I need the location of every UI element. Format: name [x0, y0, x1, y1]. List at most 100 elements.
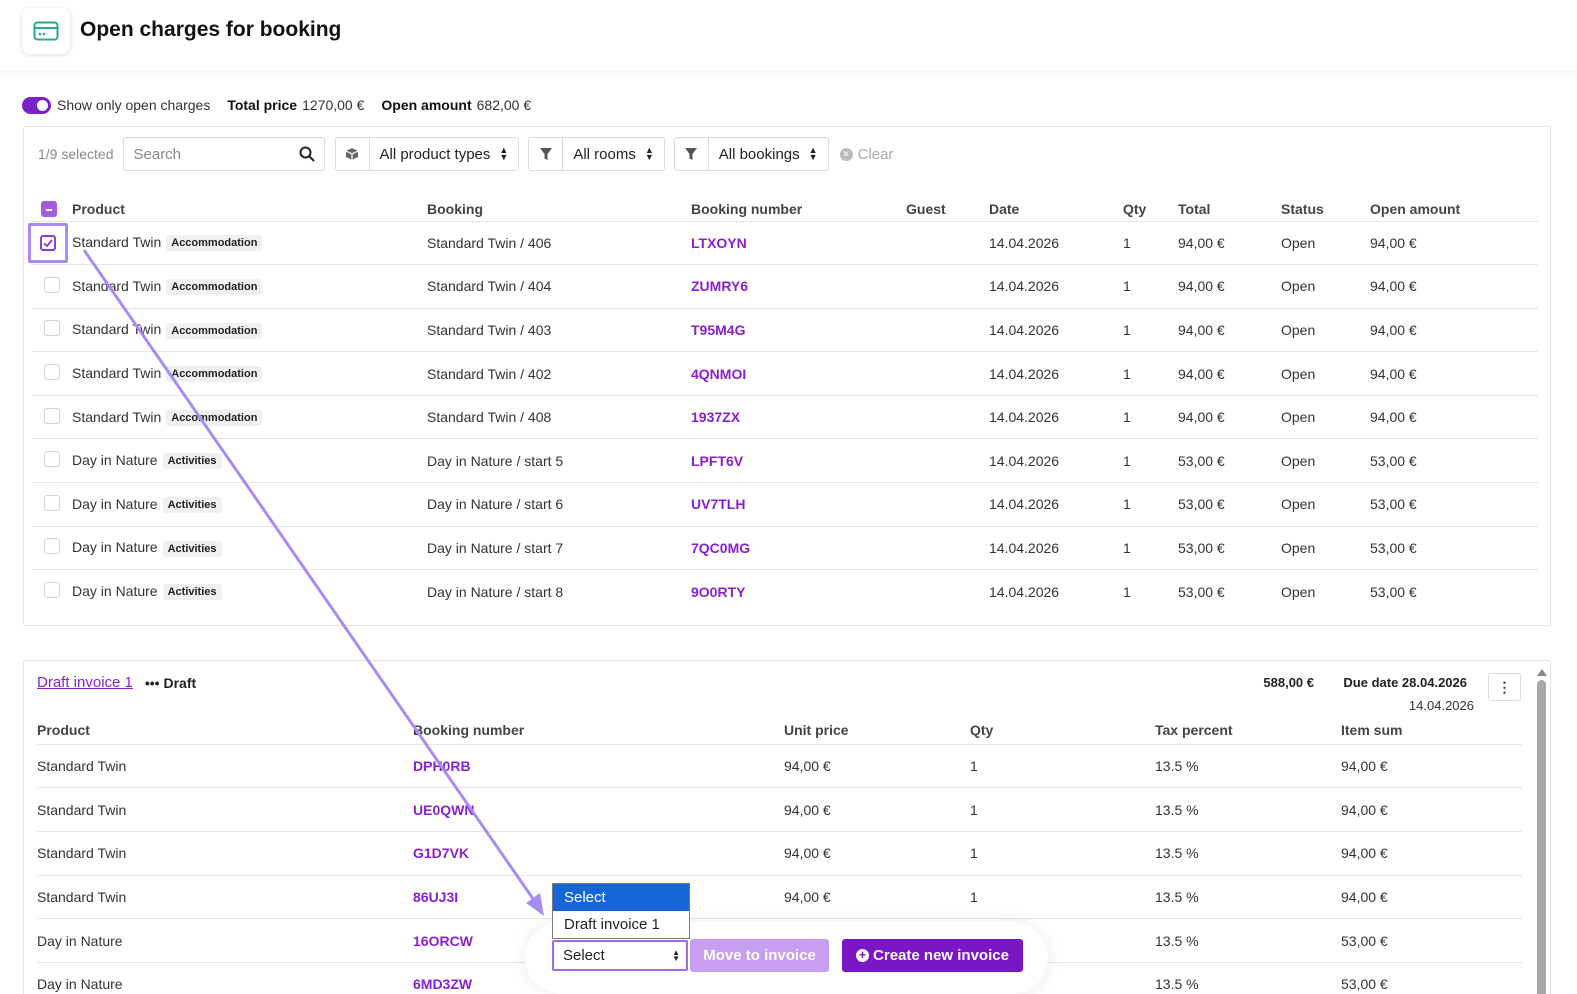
row-checkbox-wrap[interactable]	[41, 276, 63, 293]
item-booking-number-link[interactable]: 6MD3ZW	[413, 976, 473, 993]
col-unit-price: Unit price	[784, 717, 970, 745]
product-type-badge: Accommodation	[166, 366, 263, 383]
create-new-invoice-button[interactable]: + Create new invoice	[842, 939, 1023, 972]
dots-icon: •••	[144, 674, 160, 691]
row-checkbox-wrap[interactable]	[41, 320, 63, 337]
clear-button[interactable]: ✕ Clear	[839, 145, 894, 163]
date: 14.04.2026	[989, 264, 1123, 309]
invoice-link[interactable]: Draft invoice 1	[37, 674, 133, 691]
search-input[interactable]	[123, 138, 284, 170]
booking-number-link[interactable]: ZUMRY6	[691, 278, 749, 295]
col-status[interactable]: Status	[1281, 193, 1370, 222]
item-booking-number-link[interactable]: DPH0RB	[413, 757, 471, 774]
row-checkbox[interactable]	[44, 538, 60, 555]
table-row[interactable]: Standard Twin Accommodation Standard Twin …	[28, 221, 1538, 266]
table-row[interactable]: Standard Twin Accommodation Standard Twin …	[32, 264, 1538, 309]
item-tax: 13.5 %	[1155, 831, 1341, 876]
col-product[interactable]: Product	[72, 193, 427, 222]
bookings-filter[interactable]: All bookings ▲ ▼	[673, 137, 829, 171]
row-checkbox-wrap[interactable]	[28, 222, 68, 263]
box-icon	[336, 138, 370, 170]
open-charges-toggle[interactable]	[22, 96, 51, 114]
row-checkbox-wrap[interactable]	[41, 582, 63, 599]
booking-number-link[interactable]: 9O0RTY	[691, 583, 746, 600]
open-amount: 53,00 €	[1370, 438, 1538, 484]
table-row[interactable]: Day in Nature Activities Day in Nature / s…	[32, 438, 1538, 484]
row-checkbox[interactable]	[44, 364, 60, 381]
qty: 1	[1123, 221, 1178, 266]
invoice-dropdown-list[interactable]: Select Draft invoice 1	[552, 883, 690, 939]
item-tax: 13.5 %	[1155, 787, 1341, 832]
guest	[906, 221, 989, 266]
item-booking-number-link[interactable]: 16ORCW	[413, 932, 473, 949]
col-guest[interactable]: Guest	[906, 193, 989, 222]
booking-number-link[interactable]: LPFT6V	[691, 452, 744, 469]
table-row[interactable]: Day in Nature Activities Day in Nature / s…	[32, 482, 1538, 527]
booking-number-link[interactable]: 1937ZX	[691, 409, 741, 426]
row-checkbox[interactable]	[44, 494, 60, 511]
plus-circle-icon: +	[856, 949, 870, 962]
scrollbar[interactable]	[1537, 669, 1547, 994]
row-checkbox[interactable]	[44, 582, 60, 599]
scroll-thumb[interactable]	[1537, 680, 1546, 994]
booking-number-link[interactable]: LTXOYN	[691, 234, 747, 251]
total-price-label: Total price	[227, 97, 298, 113]
scroll-up-icon[interactable]	[1537, 669, 1547, 676]
item-tax: 13.5 %	[1155, 918, 1341, 963]
item-product: Standard Twin	[37, 831, 413, 876]
row-checkbox-wrap[interactable]	[41, 451, 63, 468]
invoice-item-row: Standard Twin DPH0RB 94,00 €1 13.5 % 94,00 €	[37, 744, 1522, 789]
invoice-date: 14.04.2026	[1408, 698, 1474, 713]
item-unit-price: 94,00 €	[784, 787, 970, 832]
item-booking-number-link[interactable]: 86UJ3I	[413, 888, 459, 905]
select-all-checkbox[interactable]	[41, 200, 57, 217]
row-checkbox[interactable]	[44, 276, 60, 293]
booking-number-link[interactable]: 7QC0MG	[691, 539, 751, 556]
status: Open	[1281, 395, 1370, 440]
invoice-select[interactable]: Select ▲ ▼	[552, 940, 688, 971]
col-total[interactable]: Total	[1178, 193, 1281, 222]
total: 94,00 €	[1178, 395, 1281, 440]
rooms-filter[interactable]: All rooms ▲ ▼	[528, 137, 665, 171]
clear-label: Clear	[857, 145, 894, 163]
row-checkbox-wrap[interactable]	[41, 494, 63, 511]
qty: 1	[1123, 264, 1178, 309]
col-date[interactable]: Date	[989, 193, 1123, 222]
col-open-amount[interactable]: Open amount	[1370, 193, 1538, 222]
row-checkbox[interactable]	[44, 451, 60, 468]
booking-number-link[interactable]: 4QNMOI	[691, 365, 747, 382]
search-icon[interactable]	[299, 146, 315, 165]
row-checkbox[interactable]	[44, 320, 60, 337]
col-booking[interactable]: Booking	[427, 193, 691, 222]
item-tax: 13.5 %	[1155, 744, 1341, 789]
col-qty[interactable]: Qty	[1123, 193, 1178, 222]
kebab-icon: ⋮	[1497, 678, 1512, 695]
row-checkbox-wrap[interactable]	[41, 407, 63, 424]
item-product: Standard Twin	[37, 787, 413, 832]
table-row[interactable]: Day in Nature Activities Day in Nature / s…	[32, 570, 1538, 614]
col-item-sum: Item sum	[1341, 717, 1522, 745]
row-checkbox[interactable]	[44, 407, 60, 424]
more-options-button[interactable]: ⋮	[1488, 673, 1521, 701]
dropdown-option-draft-invoice[interactable]: Draft invoice 1	[564, 916, 660, 933]
item-sum: 94,00 €	[1341, 831, 1522, 876]
item-booking-number-link[interactable]: UE0QWN	[413, 801, 475, 818]
move-to-invoice-button[interactable]: Move to invoice	[690, 939, 829, 972]
total: 94,00 €	[1178, 221, 1281, 266]
status: Open	[1281, 583, 1316, 600]
row-checkbox-wrap[interactable]	[41, 364, 63, 381]
row-checkbox[interactable]	[40, 234, 56, 251]
dropdown-option-select[interactable]: Select	[553, 884, 689, 911]
row-checkbox-wrap[interactable]	[41, 538, 63, 555]
table-row[interactable]: Day in Nature Activities Day in Nature / s…	[32, 526, 1538, 571]
booking-number-link[interactable]: T95M4G	[691, 321, 746, 338]
date: 14.04.2026	[989, 526, 1123, 571]
product-type-filter[interactable]: All product types ▲ ▼	[334, 137, 520, 171]
table-row[interactable]: Standard Twin Accommodation Standard Twin …	[32, 308, 1538, 353]
booking-number-link[interactable]: UV7TLH	[691, 496, 746, 513]
search-box[interactable]	[122, 137, 325, 171]
table-row[interactable]: Standard Twin Accommodation Standard Twin …	[32, 351, 1538, 396]
col-booking-number[interactable]: Booking number	[691, 193, 906, 222]
item-booking-number-link[interactable]: G1D7VK	[413, 845, 470, 862]
table-row[interactable]: Standard Twin Accommodation Standard Twin …	[32, 395, 1538, 440]
